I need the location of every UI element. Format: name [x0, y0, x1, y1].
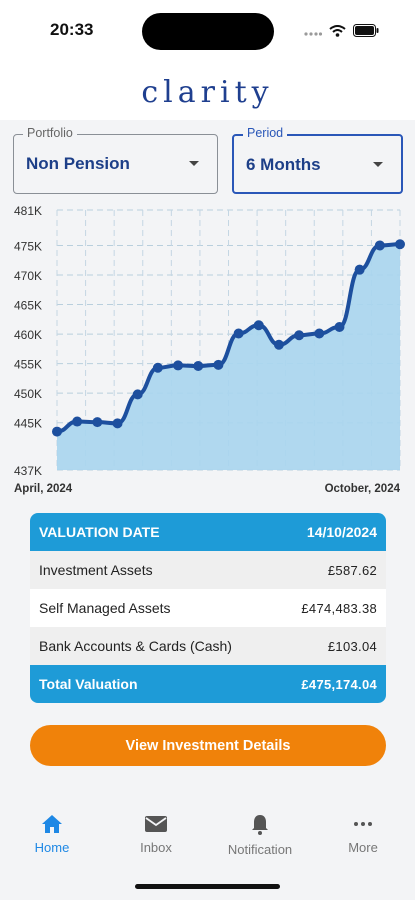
period-label: Period [243, 126, 288, 140]
y-tick-label: 465K [14, 299, 42, 313]
data-point [152, 362, 163, 373]
more-icon [354, 822, 372, 826]
status-bar: 20:33 [0, 0, 415, 62]
data-point [294, 330, 305, 341]
total-value: £475,174.04 [301, 676, 377, 692]
y-tick-label: 470K [14, 269, 42, 283]
dropdown-arrow-icon [189, 161, 199, 166]
portfolio-select[interactable]: Portfolio Non Pension [13, 126, 218, 194]
main-content: Portfolio Non Pension Period 6 Months 48… [0, 120, 415, 800]
view-investment-details-button[interactable]: View Investment Details [30, 725, 386, 766]
tab-label: Inbox [140, 840, 172, 855]
valuation-row: Self Managed Assets £474,483.38 [30, 589, 386, 627]
home-icon [42, 815, 62, 833]
data-point [253, 320, 264, 331]
row-value: £474,483.38 [301, 600, 377, 616]
y-tick-label: 455K [14, 358, 42, 372]
valuation-date: 14/10/2024 [306, 524, 377, 540]
signal-icon [304, 31, 322, 36]
data-point [92, 417, 103, 428]
system-icons [304, 24, 379, 37]
total-valuation-row: Total Valuation £475,174.04 [30, 665, 386, 703]
home-indicator [135, 884, 280, 889]
tab-home[interactable]: Home [2, 814, 102, 855]
row-label: Bank Accounts & Cards (Cash) [39, 638, 232, 654]
row-label: Investment Assets [39, 562, 153, 578]
data-point [213, 359, 224, 370]
data-point [374, 240, 385, 251]
data-point [233, 328, 244, 339]
dropdown-arrow-icon [373, 162, 383, 167]
valuation-header: VALUATION DATE 14/10/2024 [30, 513, 386, 551]
valuation-row: Bank Accounts & Cards (Cash) £103.04 [30, 627, 386, 665]
y-tick-label: 437K [14, 464, 42, 478]
bell-icon [252, 815, 268, 835]
area-fill [57, 244, 400, 470]
row-label: Self Managed Assets [39, 600, 171, 616]
y-tick-label: 475K [14, 239, 42, 253]
valuation-date-label: VALUATION DATE [39, 524, 160, 540]
row-value: £587.62 [327, 562, 377, 578]
tab-more[interactable]: More [313, 814, 413, 855]
data-point [173, 360, 184, 371]
data-point [354, 264, 365, 275]
brand-logo: clarity [141, 75, 274, 110]
camera-notch [142, 13, 274, 50]
y-tick-label: 481K [14, 204, 42, 218]
wifi-icon [329, 24, 346, 37]
y-tick-label: 445K [14, 417, 42, 431]
tab-label: Home [34, 840, 70, 855]
valuation-chart: 481K 475K 470K 465K 460K 455K 450K 445K 437K Apri… [14, 204, 405, 495]
portfolio-label: Portfolio [23, 126, 77, 140]
data-point [334, 322, 345, 332]
x-tick-label: October, 2024 [325, 483, 401, 495]
battery-icon [353, 24, 379, 37]
y-tick-label: 450K [14, 387, 42, 401]
status-time: 20:33 [50, 20, 94, 39]
data-point [112, 418, 123, 429]
tab-label: Notification [227, 842, 293, 857]
data-point [132, 389, 143, 400]
app-header: clarity [0, 62, 415, 120]
data-point [395, 239, 405, 250]
period-select[interactable]: Period 6 Months [232, 126, 403, 194]
mail-icon [145, 816, 167, 832]
data-point [273, 339, 284, 350]
valuation-card: VALUATION DATE 14/10/2024 Investment Ass… [30, 513, 386, 703]
tab-inbox[interactable]: Inbox [106, 814, 206, 855]
data-point [72, 416, 83, 427]
total-label: Total Valuation [39, 676, 138, 692]
data-point [52, 426, 62, 437]
data-point [314, 328, 325, 339]
tab-label: More [348, 840, 378, 855]
y-tick-label: 460K [14, 328, 42, 342]
valuation-row: Investment Assets £587.62 [30, 551, 386, 589]
tab-notification[interactable]: Notification [210, 814, 310, 857]
row-value: £103.04 [327, 638, 377, 654]
bottom-tab-bar: Home Inbox Notification More [0, 800, 415, 900]
data-point [193, 361, 204, 371]
period-value: 6 Months [246, 155, 321, 174]
portfolio-value: Non Pension [26, 154, 130, 173]
x-tick-label: April, 2024 [14, 483, 73, 495]
